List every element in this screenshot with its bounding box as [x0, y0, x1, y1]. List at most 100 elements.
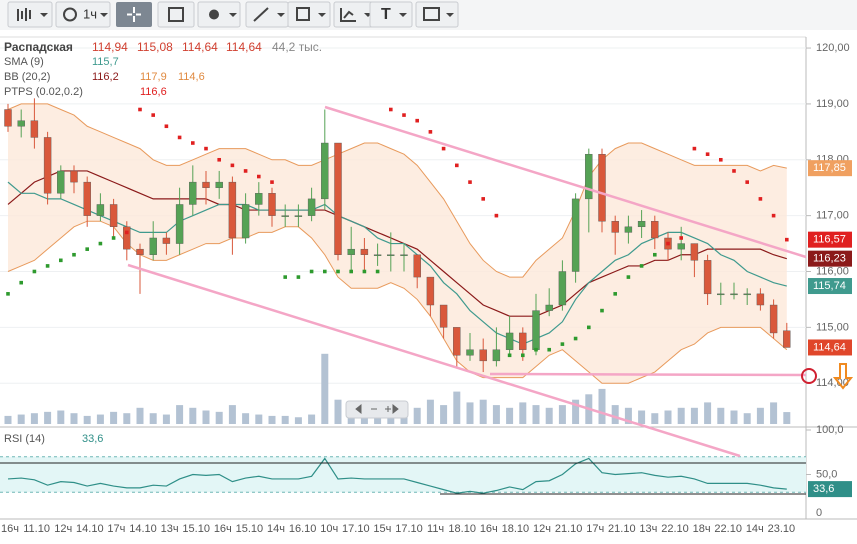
psar-dot	[613, 292, 617, 296]
text-tool-button[interactable]	[369, 1, 413, 28]
psar-dot	[705, 152, 710, 156]
volume-bar	[492, 405, 500, 424]
candle-body	[307, 198, 316, 216]
x-tick-label: 16ч	[1, 523, 19, 535]
candle-body	[585, 153, 593, 200]
volume-bar	[440, 405, 448, 424]
candle-body	[70, 170, 78, 183]
psar-dot	[639, 264, 644, 268]
volume-bar	[321, 353, 329, 424]
volume-bar	[624, 407, 632, 424]
x-tick-label: 16.10	[289, 523, 317, 535]
psar-dot	[468, 180, 472, 184]
candle-body	[453, 327, 461, 356]
x-tick-label: 15ч	[373, 523, 391, 535]
x-tick-label: 14ч	[267, 523, 285, 535]
volume-bar	[664, 410, 672, 424]
candle-body	[4, 109, 12, 127]
x-tick-label: 15.10	[182, 523, 210, 535]
volume-bar	[294, 417, 302, 424]
candle-body	[769, 304, 778, 334]
bb-upper-line	[7, 103, 787, 278]
candle-body	[439, 304, 448, 328]
candle-body	[624, 226, 633, 233]
candle-body	[532, 310, 540, 350]
candle-body	[783, 330, 791, 348]
candle-body	[387, 254, 395, 256]
x-tick-label: 11.10	[23, 523, 50, 535]
psar-dot	[560, 342, 565, 346]
volume-bar	[123, 413, 131, 424]
volume-bar	[453, 391, 461, 424]
candle-body	[268, 193, 276, 216]
x-tick-label: 17.10	[395, 523, 423, 535]
x-tick-label: 12ч	[533, 523, 551, 535]
volume-bar	[426, 399, 434, 424]
candle-body	[30, 120, 39, 138]
volume-bar	[572, 399, 580, 424]
candle-body	[479, 349, 487, 362]
psar-dot	[111, 236, 116, 240]
ohlc-low: 114,64	[182, 40, 218, 54]
overlay-button[interactable]	[157, 1, 195, 28]
psar-dot	[507, 353, 512, 358]
bb-mid-value: 116,2	[92, 71, 119, 83]
volume-bar	[611, 405, 619, 424]
candle-body	[651, 221, 659, 239]
dropdown-arrow	[318, 13, 326, 17]
price-label-box	[808, 250, 852, 267]
x-tick-label: 14.10	[76, 523, 104, 535]
candle-body	[558, 271, 567, 306]
psar-dot	[138, 107, 142, 112]
psar-dot	[534, 347, 538, 352]
x-tick-label: 13ч	[639, 523, 657, 535]
x-tick-label: 17.10	[342, 523, 370, 535]
x-tick-label: 16ч	[214, 523, 232, 535]
candle-body	[189, 181, 197, 205]
volume-bar	[308, 414, 316, 424]
interval-label: 1ч	[83, 6, 97, 21]
dropdown-arrow	[229, 13, 237, 17]
volume-bar	[479, 399, 487, 424]
candle-body	[123, 226, 131, 250]
psar-name: PTPS (0.02,0.2)	[4, 86, 83, 98]
candle-body	[426, 276, 435, 306]
psar-dot	[375, 269, 380, 274]
candle-body	[717, 293, 725, 296]
candles-icon	[17, 8, 31, 21]
psar-dot	[32, 269, 37, 274]
psar-dot	[204, 146, 208, 151]
psar-dot	[719, 157, 723, 162]
ohlc-high: 115,08	[137, 40, 173, 54]
y-tick-label: 117,00	[816, 210, 849, 222]
price-label: 115,74	[813, 280, 846, 292]
crosshair-button[interactable]	[116, 2, 152, 27]
psar-dot	[19, 280, 23, 285]
ohlc-close: 114,64	[226, 40, 262, 54]
psar-dot	[521, 353, 525, 358]
psar-dot	[336, 269, 340, 274]
psar-dot	[494, 213, 499, 218]
psar-dot	[85, 247, 89, 251]
volume-bar	[651, 413, 659, 424]
x-tick-label: 11ч	[427, 523, 444, 535]
volume-bar	[110, 411, 118, 424]
price-label: 114,64	[813, 341, 846, 353]
clock-icon	[63, 7, 77, 22]
psar-dot	[600, 308, 604, 313]
psar-dot	[309, 269, 314, 274]
psar-dot	[323, 269, 327, 274]
volume-bar	[730, 410, 738, 424]
candle-body	[400, 254, 408, 256]
candle-body	[466, 349, 474, 356]
volume-bar	[44, 411, 52, 424]
psar-dot	[151, 113, 155, 117]
fib-icon	[340, 8, 356, 22]
psar-dot	[296, 275, 301, 279]
volume-bar	[717, 407, 725, 424]
alert-marker[interactable]	[801, 368, 817, 384]
bb-name: BB (20,2)	[4, 71, 50, 83]
psar-dot	[626, 275, 631, 279]
